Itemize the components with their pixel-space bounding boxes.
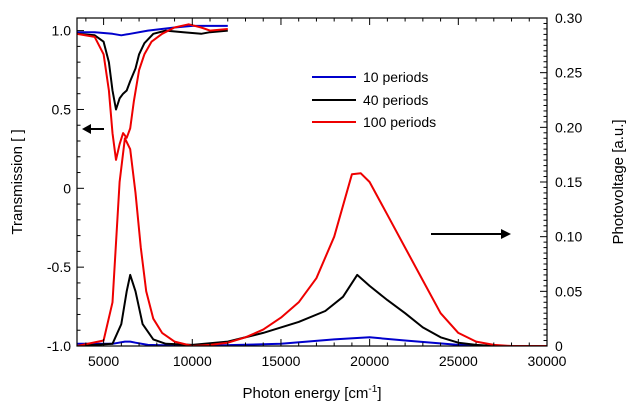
y-axis-right-title: Photovoltage [a.u.] [610,119,627,244]
x-tick-label: 15000 [261,353,300,369]
y-left-tick-label: 0.5 [52,101,72,117]
series-line-40-periods-right [77,273,547,346]
x-tick-label: 30000 [528,353,567,369]
x-axis-title-sup: -1 [368,384,377,395]
x-axis-title-end: ] [377,385,381,402]
y-left-tick-label: 1.0 [52,23,72,39]
y-right-tick-label: 0.05 [555,283,582,299]
series-line-100-periods-left [77,23,228,161]
y-left-tick-label: -1.0 [47,338,71,354]
legend-label-100-periods: 100 periods [363,114,436,130]
right-axis-arrow [431,229,511,239]
x-tick-label: 20000 [350,353,389,369]
y-axis-left-title: Transmission [ ] [9,129,26,234]
y-right-tick-label: 0.15 [555,174,582,190]
x-axis-title-main: Photon energy [cm [243,385,369,402]
ticks-layer: 5000 10000 15000 20000 25000 30000 1.0 0.5 0 -0.5… [47,10,583,369]
series-line-10-periods-left [77,24,228,37]
series-layer [77,23,547,346]
x-tick-label: 25000 [439,353,478,369]
series-line-40-periods-left [77,29,228,111]
left-axis-arrow [82,124,104,134]
y-left-tick-label: -0.5 [47,259,71,275]
x-tick-label: 10000 [173,353,212,369]
y-left-tick-label: 0 [63,180,71,196]
legend-label-40-periods: 40 periods [363,92,428,108]
series-line-10-periods-right [77,336,547,346]
y-right-tick-label: 0.25 [555,65,582,81]
x-tick-label: 5000 [88,353,119,369]
x-axis-title: Photon energy [cm-1] [243,384,382,402]
legend-label-10-periods: 10 periods [363,69,428,85]
series-line-100-periods-right [77,137,547,346]
legend: 10 periods 40 periods 100 periods [312,69,436,130]
y-right-tick-label: 0.10 [555,229,582,245]
y-right-tick-label: 0.30 [555,10,582,26]
y-right-tick-label: 0 [555,338,563,354]
y-right-tick-label: 0.20 [555,119,582,135]
